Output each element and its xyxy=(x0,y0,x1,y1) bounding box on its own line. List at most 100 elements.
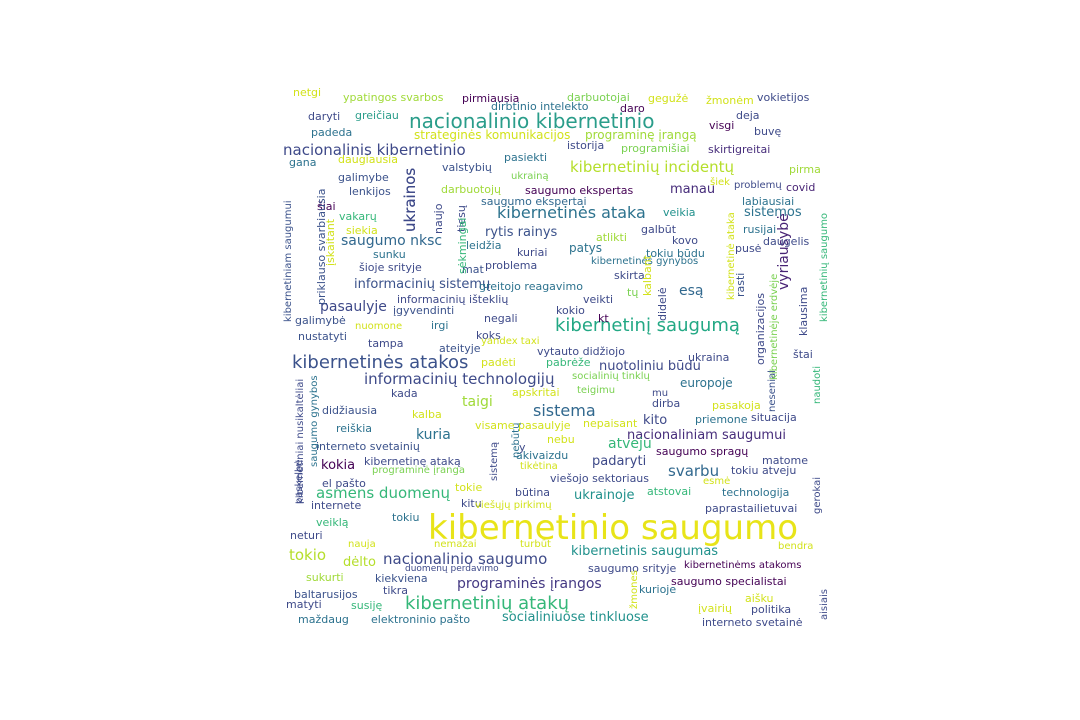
cloud-word: gegužė xyxy=(648,92,689,105)
cloud-word: skirta xyxy=(614,269,645,282)
cloud-word: žmonėm xyxy=(706,94,754,107)
cloud-word: informacinių technologijų xyxy=(364,370,555,388)
cloud-word: kibernetinį saugumą xyxy=(555,315,740,336)
cloud-word: teigimu xyxy=(577,385,616,396)
cloud-word: covid xyxy=(786,181,816,194)
cloud-word: saugumo ekspertai xyxy=(481,195,587,208)
cloud-word: nebu xyxy=(547,433,575,446)
cloud-word: negali xyxy=(484,312,518,325)
cloud-word: baltarusijos xyxy=(294,588,358,601)
cloud-word: pusė xyxy=(735,242,762,255)
cloud-word: nepaisant xyxy=(583,417,638,430)
cloud-word: pirmiausia xyxy=(462,92,520,105)
cloud-word: nuotoliniu būdu xyxy=(599,359,701,374)
cloud-word: deja xyxy=(736,109,760,122)
cloud-word: kibernetinėje erdvėje xyxy=(769,273,780,380)
cloud-word: akivaizdu xyxy=(516,449,569,462)
cloud-word: europoje xyxy=(680,376,733,390)
cloud-word: visame pasaulyje xyxy=(475,419,571,432)
cloud-word: dėlto xyxy=(343,555,376,570)
cloud-word: svarbu xyxy=(668,462,720,480)
cloud-word: labiausiai xyxy=(742,195,795,208)
cloud-word: elektroninio pašto xyxy=(371,613,471,626)
cloud-word: tokiu atveju xyxy=(731,464,797,477)
cloud-word: esmė xyxy=(703,476,731,487)
cloud-word: yandex taxi xyxy=(481,336,540,347)
cloud-word: ukrainoje xyxy=(574,488,635,503)
cloud-word: leidžia xyxy=(466,239,502,252)
cloud-word: buvę xyxy=(754,125,782,138)
cloud-word: galbūt xyxy=(641,223,677,236)
cloud-word: nauja xyxy=(348,539,376,550)
cloud-word: aisiais xyxy=(819,588,830,620)
cloud-word: gana xyxy=(289,156,317,169)
cloud-word: nacionaliniam saugumui xyxy=(627,428,786,443)
cloud-word: pabrėže xyxy=(546,356,591,369)
cloud-word: šioje srityje xyxy=(359,261,422,274)
cloud-word: naudoti xyxy=(812,366,823,404)
cloud-word: ypatingos svarbos xyxy=(343,91,444,104)
cloud-word: greičiau xyxy=(355,109,399,122)
cloud-word: kibernetinis saugumas xyxy=(571,544,719,559)
cloud-word: dirbtinio intelekto xyxy=(491,100,589,113)
cloud-word: tų xyxy=(627,286,639,299)
cloud-word: koks xyxy=(476,329,501,342)
cloud-word: irgi xyxy=(431,319,449,332)
cloud-word: darbuotojų xyxy=(441,183,502,196)
cloud-word: įgyvendinti xyxy=(393,304,455,317)
cloud-word: internete xyxy=(311,499,362,512)
cloud-word: tokio xyxy=(289,546,327,564)
cloud-word: sistema xyxy=(533,401,596,420)
cloud-word: įvairių xyxy=(698,602,732,615)
cloud-word: daugelis xyxy=(763,235,810,248)
cloud-word: tampa xyxy=(368,337,404,350)
cloud-word: kurioje xyxy=(639,583,677,596)
cloud-word: tokiu būdu xyxy=(646,247,705,260)
cloud-word: įskaitant xyxy=(324,218,337,266)
cloud-word: klausima xyxy=(797,286,810,336)
cloud-word: kibernetinė ataka xyxy=(726,212,737,300)
cloud-word: tikėtina xyxy=(520,461,558,472)
cloud-word: asmens duomenų xyxy=(316,484,450,502)
cloud-word: šiai xyxy=(317,200,336,213)
cloud-word: atveju xyxy=(608,436,652,452)
cloud-word: saugumo srityje xyxy=(588,562,677,575)
cloud-word: tokie xyxy=(455,481,483,494)
cloud-word: situacija xyxy=(751,411,797,424)
cloud-word: kitu xyxy=(461,497,482,510)
cloud-word: saugumo gynybos xyxy=(309,375,320,467)
cloud-word: daryti xyxy=(308,110,341,123)
cloud-word: rytis rainys xyxy=(485,225,558,240)
cloud-word: kada xyxy=(391,387,418,400)
cloud-word: kalba xyxy=(412,408,442,421)
cloud-word: kibernetinės gynybos xyxy=(591,256,699,267)
cloud-word: padėti xyxy=(481,356,516,369)
cloud-word: lenkijos xyxy=(349,185,391,198)
cloud-word: ukrainą xyxy=(511,171,549,182)
cloud-word: technologija xyxy=(722,486,790,499)
cloud-word: interneto svetainių xyxy=(316,440,420,453)
cloud-word: skirtigreitai xyxy=(708,143,771,156)
cloud-word: nuomone xyxy=(355,321,403,332)
cloud-word: neturi xyxy=(290,529,323,542)
cloud-word: nacionalinis kibernetinio xyxy=(283,141,466,159)
cloud-word: kibernetinio saugumo xyxy=(428,508,799,548)
cloud-word: kibernetiniam saugumui xyxy=(283,200,294,322)
cloud-word: strateginės komunikacijos xyxy=(414,128,571,142)
cloud-word: štai xyxy=(793,348,813,361)
cloud-word: būtina xyxy=(515,486,551,499)
cloud-word: viešųjų pirkimų xyxy=(475,500,552,511)
cloud-word: pasiekti xyxy=(504,151,548,164)
cloud-word: veikia xyxy=(663,206,696,219)
cloud-word: saugumo ekspertas xyxy=(525,184,634,197)
cloud-word: didelė xyxy=(656,287,669,321)
cloud-word: istorija xyxy=(567,139,605,152)
cloud-word: kibernetinėms atakoms xyxy=(684,560,802,571)
cloud-word: siekia xyxy=(346,224,378,237)
cloud-word: didžiausia xyxy=(322,404,378,417)
cloud-word: pasaulyje xyxy=(320,299,387,315)
cloud-word: atlikti xyxy=(596,231,627,244)
cloud-word: naujo xyxy=(432,203,445,234)
cloud-word: valstybių xyxy=(442,161,492,174)
